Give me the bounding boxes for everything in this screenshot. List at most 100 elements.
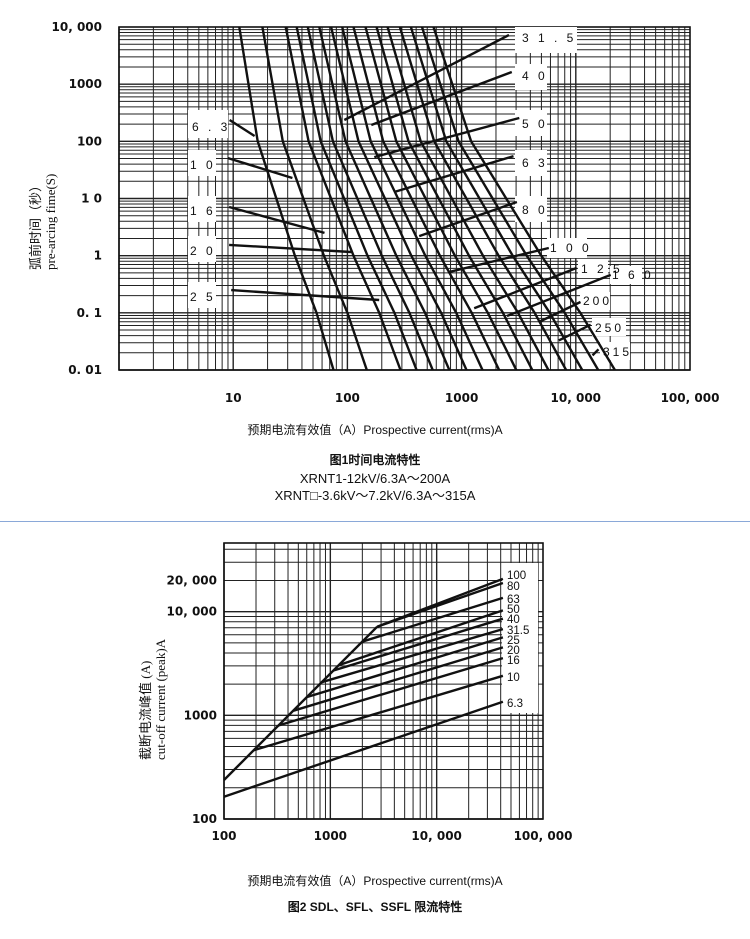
section-divider	[0, 521, 750, 522]
line-6.3	[223, 700, 504, 798]
chart1-y-tick-label: 100	[77, 134, 102, 148]
leader-line-20	[229, 243, 352, 254]
line-25	[306, 636, 504, 699]
curve-200	[409, 27, 584, 370]
rating-label-16: 16	[507, 655, 520, 667]
leader-line-16	[228, 205, 325, 235]
line-10	[253, 674, 504, 752]
rating-label-125: 1 2 5	[581, 262, 623, 276]
line-16	[278, 656, 504, 727]
chart1-x-tick-label: 10, 000	[551, 391, 601, 405]
label-box	[610, 266, 642, 284]
chart2-y-tick-label: 100	[192, 812, 217, 826]
curve-125	[386, 27, 550, 370]
leader-line-80	[418, 200, 518, 238]
chart1-ylabel-en: pre-arcing fime(S)	[43, 173, 58, 270]
rating-label-31.5: 3 1 . 5	[522, 31, 576, 45]
leader-line-40	[370, 70, 513, 127]
label-box	[547, 238, 587, 258]
chart2-title: 图2 SDL、SFL、SSFL 限流特性	[287, 900, 463, 914]
label-box	[502, 563, 538, 713]
curve-25	[306, 27, 434, 370]
chart1-x-tick-label: 100, 000	[661, 391, 720, 405]
rating-label-40: 40	[507, 614, 520, 626]
chart1-title: 图1时间电流特性	[329, 453, 421, 467]
line-80	[376, 581, 504, 628]
label-box	[580, 292, 610, 310]
chart2-ylabel: 截断电流峰值 (A) cut-off current (peak)A	[138, 639, 168, 760]
line-20	[293, 646, 504, 712]
leader-line-250	[558, 323, 592, 342]
rating-label-10: 10	[507, 672, 520, 684]
chart2-x-tick-label: 1000	[314, 829, 347, 843]
curve-20	[295, 27, 418, 370]
leader-line-50	[373, 116, 520, 159]
leader-line-315	[591, 348, 600, 357]
curve-31.5	[318, 27, 451, 370]
rating-label-10: 1 0	[190, 158, 216, 172]
line-50	[338, 609, 504, 667]
rating-label-6.3: 6.3	[507, 698, 523, 710]
rating-label-63: 6 3	[522, 156, 548, 170]
chart2-y-tick-label: 20, 000	[167, 573, 217, 587]
rating-label-50: 50	[507, 604, 520, 616]
line-31.5	[321, 627, 504, 684]
rating-label-250: 250	[595, 321, 624, 335]
label-box	[515, 196, 547, 222]
time-current-chart: 6 . 3 1 0 1 6 2 0 2 5 3 1 . 5 4 0 5 0 6 3 8 0 1 0 …	[52, 20, 720, 405]
curve-6.3	[238, 27, 335, 370]
label-box	[188, 236, 216, 262]
label-box	[188, 110, 228, 138]
curve-160	[398, 27, 568, 370]
chart1-ylabel-cn: 弧前时间（秒）	[28, 178, 43, 270]
rating-label-200: 200	[583, 294, 612, 308]
label-box	[515, 27, 577, 53]
chart1-x-tick-label: 1000	[445, 391, 478, 405]
chart2-x-tick-label: 100, 000	[514, 829, 573, 843]
chart2-x-tick-label: 10, 000	[411, 829, 461, 843]
rating-label-315: 315	[603, 345, 632, 359]
curve-63	[352, 27, 501, 370]
chart2-y-tick-label: 10, 000	[167, 605, 217, 619]
rating-label-20: 2 0	[190, 244, 216, 258]
chart2-ylabel-cn: 截断电流峰值 (A)	[138, 660, 153, 760]
chart1-y-tick-label: 10, 000	[52, 20, 102, 34]
rating-label-25: 25	[507, 635, 520, 647]
leader-line-6.3	[228, 118, 256, 138]
label-box	[188, 150, 216, 176]
rating-label-16: 1 6	[190, 204, 216, 218]
line-63	[361, 596, 504, 643]
chart2-ylabel-en: cut-off current (peak)A	[153, 638, 168, 760]
leader-line-200	[538, 300, 582, 324]
chart1-x-tick-label: 10	[225, 391, 242, 405]
chart1-x-tick-label: 100	[335, 391, 360, 405]
chart1-ylabel: 弧前时间（秒） pre-arcing fime(S)	[28, 174, 58, 270]
curve-80	[364, 27, 518, 370]
leader-line-25	[231, 288, 380, 302]
rating-label-25: 2 5	[190, 290, 216, 304]
rating-label-80: 80	[507, 581, 520, 593]
plot-frame	[118, 26, 691, 371]
curve-100	[375, 27, 534, 370]
chart1-subtitle-1: XRNT1-12kV/6.3A～200A	[299, 471, 451, 486]
label-box	[578, 260, 608, 278]
leader-line-125	[473, 266, 578, 310]
label-box	[515, 150, 547, 176]
rating-label-100: 1 0 0	[550, 241, 592, 255]
chart2-xlabel: 预期电流有效值（A）Prospective current(rms)A	[247, 874, 503, 888]
rating-label-160: 1 6 0	[612, 268, 654, 282]
chart2-y-tick-label: 1000	[184, 708, 217, 722]
curve-40	[329, 27, 468, 370]
label-box	[188, 282, 216, 308]
chart1-y-tick-label: 0. 01	[68, 363, 102, 377]
rating-label-50: 5 0	[522, 117, 548, 131]
chart1-y-tick-label: 0. 1	[77, 306, 102, 320]
rating-label-40: 4 0	[522, 69, 548, 83]
plot-frame	[223, 542, 544, 820]
rating-label-100: 100	[507, 570, 526, 582]
label-box	[592, 318, 626, 336]
chart1-y-tick-label: 1000	[69, 77, 102, 91]
chart1-y-tick-label: 1	[94, 249, 102, 263]
